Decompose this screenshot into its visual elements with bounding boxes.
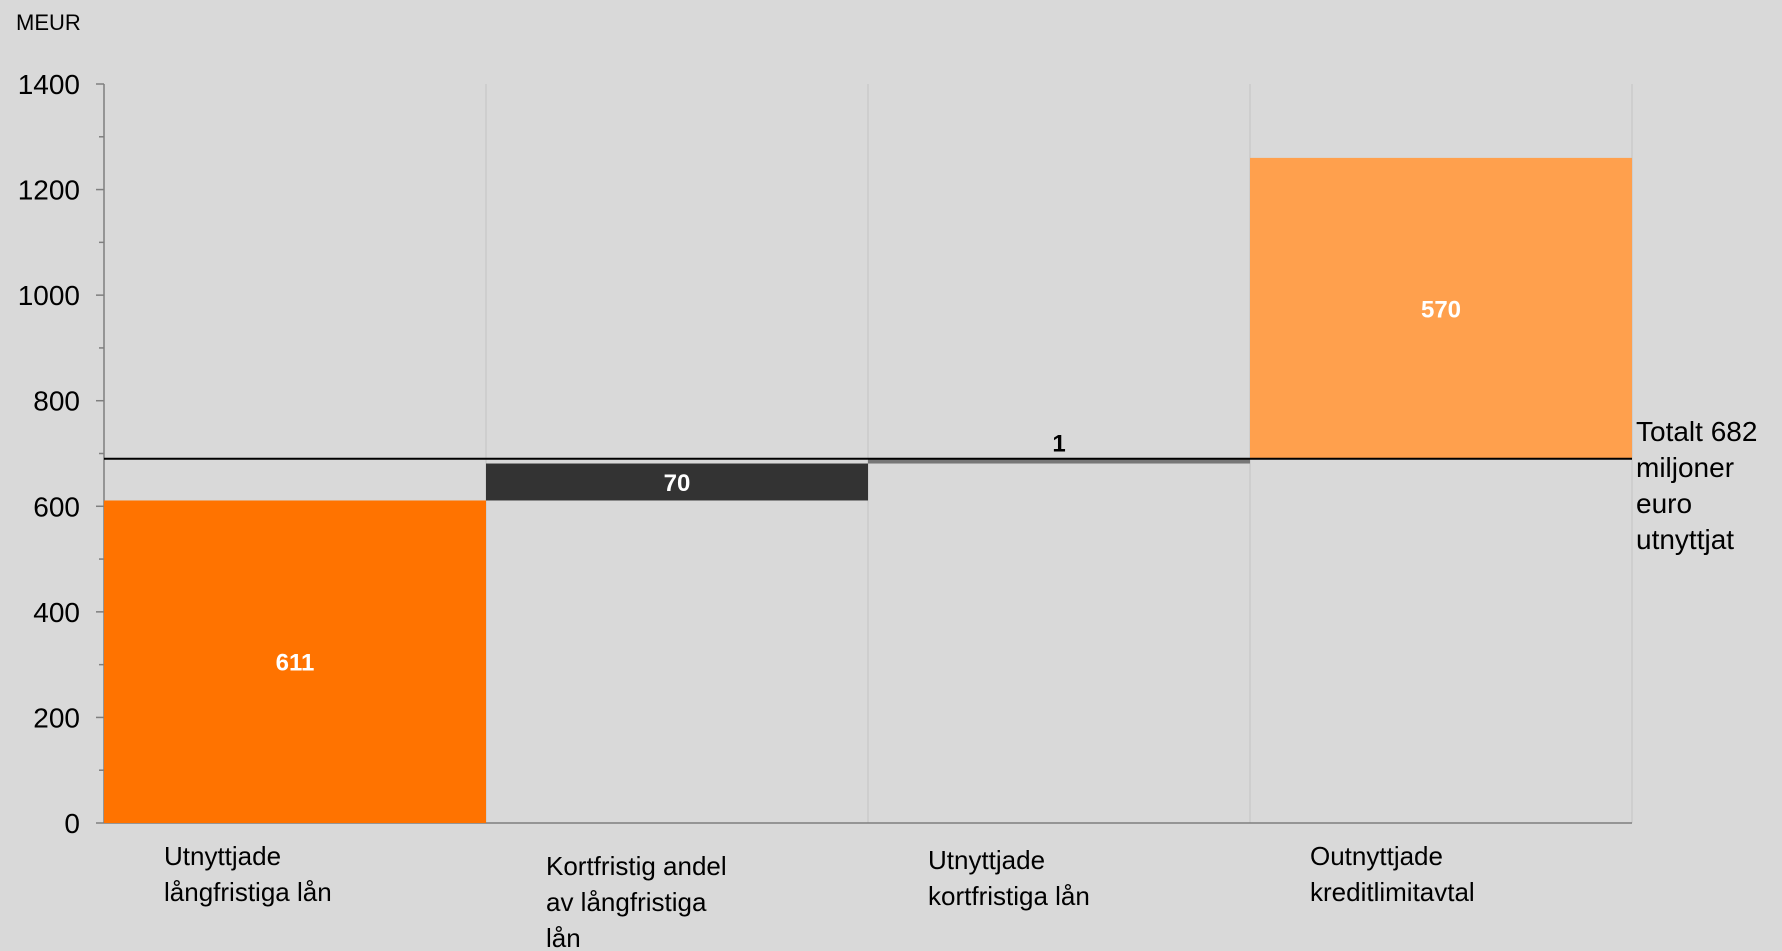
bar-2 — [486, 463, 868, 501]
x-tick-label-line: Utnyttjade — [164, 841, 281, 871]
total-annotation: Totalt 682 miljoner euro utnyttjat — [1636, 414, 1776, 558]
x-tick-label: Outnyttjade kreditlimitavtal — [1310, 841, 1475, 907]
bar-1 — [104, 500, 486, 823]
y-tick-label: 1200 — [18, 175, 80, 206]
x-tick-label: Utnyttjade långfristiga lån — [164, 841, 332, 907]
annotation-line: Totalt 682 — [1636, 416, 1758, 447]
bar-3 — [868, 459, 1250, 464]
data-label-1: 611 — [276, 650, 315, 677]
y-tick-label: 400 — [33, 597, 80, 628]
data-label-3: 1 — [1052, 431, 1065, 458]
x-tick-label-line: Kortfristig andel — [546, 851, 727, 881]
x-tick-label-line: kortfristiga lån — [928, 881, 1090, 911]
data-label-2: 70 — [664, 470, 691, 497]
x-tick-label-line: Utnyttjade — [928, 845, 1045, 875]
data-label-4: 570 — [1421, 296, 1461, 323]
annotation-line: miljoner — [1636, 452, 1735, 483]
y-tick-label: 1400 — [18, 69, 80, 100]
y-tick-label: 1000 — [18, 280, 80, 311]
x-tick-label-line: långfristiga lån — [164, 877, 332, 907]
x-tick-label: Kortfristig andel av långfristiga lån — [546, 851, 727, 951]
y-tick-label: 0 — [64, 808, 80, 839]
x-tick-label-line: lån — [546, 923, 581, 951]
x-tick-label-line: av långfristiga — [546, 887, 707, 917]
annotation-line: euro — [1636, 488, 1693, 519]
y-tick-label: 800 — [33, 386, 80, 417]
x-tick-label-line: kreditlimitavtal — [1310, 877, 1475, 907]
annotation-line: utnyttjat — [1636, 524, 1735, 555]
x-tick-label: Utnyttjade kortfristiga lån — [928, 845, 1090, 911]
bar-4 — [1250, 157, 1632, 459]
unit-label: MEUR — [16, 10, 81, 35]
y-tick-label: 200 — [33, 702, 80, 733]
y-tick-label: 600 — [33, 491, 80, 522]
x-tick-label-line: Outnyttjade — [1310, 841, 1443, 871]
